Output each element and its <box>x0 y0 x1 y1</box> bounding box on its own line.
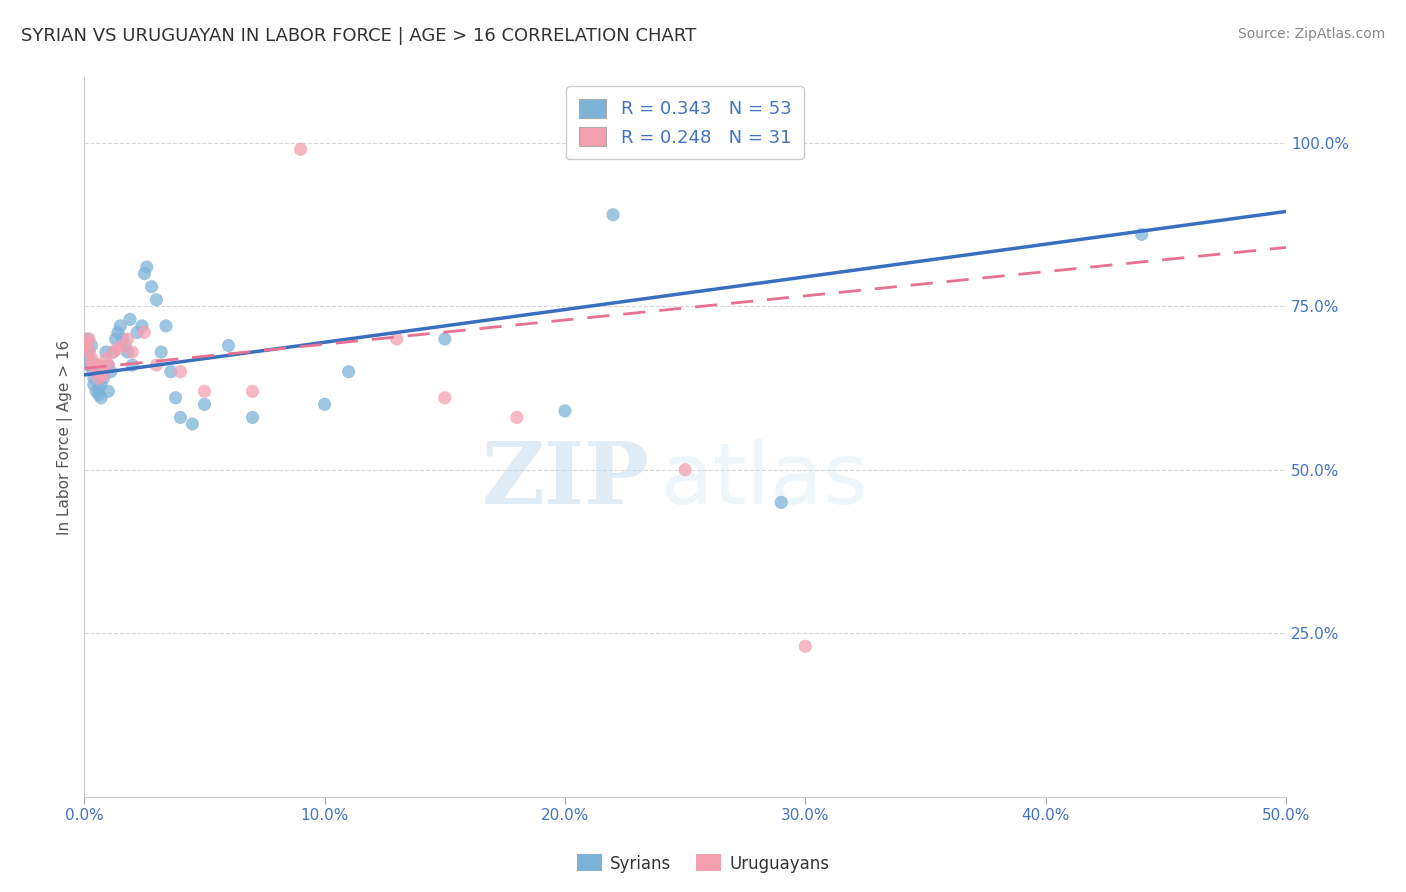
Point <box>150 345 173 359</box>
Point <box>673 463 696 477</box>
Point <box>242 384 264 399</box>
Point <box>101 345 124 359</box>
Point <box>127 326 149 340</box>
Point <box>77 345 100 359</box>
Point <box>76 335 98 350</box>
Point <box>1130 227 1153 242</box>
Legend: R = 0.343   N = 53, R = 0.248   N = 31: R = 0.343 N = 53, R = 0.248 N = 31 <box>567 87 804 160</box>
Point <box>134 326 156 340</box>
Point <box>80 361 103 376</box>
Point <box>165 391 187 405</box>
Text: atlas: atlas <box>661 439 869 522</box>
Point <box>134 267 156 281</box>
Point <box>131 318 153 333</box>
Point <box>77 351 100 366</box>
Point <box>84 358 107 372</box>
Point <box>84 384 107 399</box>
Point <box>218 338 240 352</box>
Point <box>93 368 115 382</box>
Point <box>506 410 529 425</box>
Point <box>83 377 105 392</box>
Point <box>193 384 215 399</box>
Point <box>77 332 100 346</box>
Point <box>80 355 103 369</box>
Point <box>433 391 456 405</box>
Point <box>111 338 134 352</box>
Point <box>87 387 110 401</box>
Point <box>242 410 264 425</box>
Point <box>554 404 576 418</box>
Text: ZIP: ZIP <box>481 438 650 522</box>
Point <box>155 318 177 333</box>
Point <box>80 338 103 352</box>
Point <box>97 358 120 372</box>
Point <box>101 345 124 359</box>
Point <box>135 260 157 274</box>
Point <box>385 332 408 346</box>
Point <box>117 345 139 359</box>
Point <box>90 365 112 379</box>
Point <box>314 397 336 411</box>
Point <box>169 410 191 425</box>
Point <box>93 371 115 385</box>
Point <box>76 335 98 350</box>
Y-axis label: In Labor Force | Age > 16: In Labor Force | Age > 16 <box>58 340 73 534</box>
Point <box>770 495 793 509</box>
Point <box>84 365 107 379</box>
Point <box>433 332 456 346</box>
Point <box>145 293 167 307</box>
Point <box>117 332 139 346</box>
Point <box>97 358 120 372</box>
Point <box>83 371 105 385</box>
Point <box>87 371 110 385</box>
Point <box>181 417 204 431</box>
Point <box>83 358 105 372</box>
Point <box>100 365 122 379</box>
Point <box>169 365 191 379</box>
Point <box>114 338 136 352</box>
Point <box>87 381 110 395</box>
Point <box>111 332 134 346</box>
Point <box>90 391 112 405</box>
Point <box>602 208 624 222</box>
Point <box>84 361 107 376</box>
Point <box>337 365 360 379</box>
Point <box>121 345 143 359</box>
Point <box>121 358 143 372</box>
Text: Source: ZipAtlas.com: Source: ZipAtlas.com <box>1237 27 1385 41</box>
Point <box>77 345 100 359</box>
Point <box>77 355 100 369</box>
Point <box>141 279 163 293</box>
Point <box>76 338 98 352</box>
Point <box>118 312 141 326</box>
Point <box>794 640 817 654</box>
Point <box>94 345 117 359</box>
Point <box>90 377 112 392</box>
Point <box>159 365 181 379</box>
Point <box>107 326 129 340</box>
Point <box>104 332 127 346</box>
Point <box>80 351 103 366</box>
Point <box>87 358 110 372</box>
Point <box>107 342 129 356</box>
Point <box>94 351 117 366</box>
Legend: Syrians, Uruguayans: Syrians, Uruguayans <box>569 847 837 880</box>
Point <box>193 397 215 411</box>
Point <box>80 358 103 372</box>
Text: SYRIAN VS URUGUAYAN IN LABOR FORCE | AGE > 16 CORRELATION CHART: SYRIAN VS URUGUAYAN IN LABOR FORCE | AGE… <box>21 27 696 45</box>
Point <box>145 358 167 372</box>
Point <box>84 365 107 379</box>
Point <box>290 142 312 156</box>
Point <box>97 384 120 399</box>
Point <box>110 318 132 333</box>
Point <box>76 332 98 346</box>
